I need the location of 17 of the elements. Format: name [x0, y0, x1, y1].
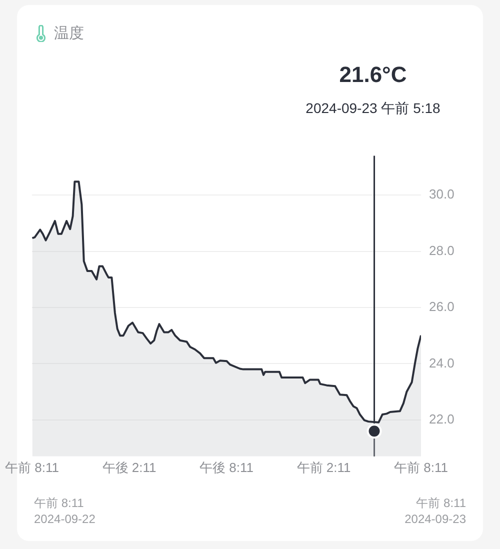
text: 午前 8:11 [415, 495, 466, 511]
text: 21.6°C [338, 62, 408, 88]
x-tick-label: 午前 8:11 [394, 460, 448, 475]
y-tick-label: 24.0 [429, 355, 454, 370]
y-tick-label: 22.0 [429, 411, 454, 426]
y-tick-label: 28.0 [429, 242, 454, 258]
chart-title: 温度 [54, 24, 84, 43]
text: 2024-09-23 午前 5:18 [304, 100, 442, 118]
x-tick-label: 午後 2:11 [102, 460, 156, 475]
text: 2024-09-22 [34, 511, 96, 527]
text: 午前 8:11 [34, 495, 85, 511]
text: 2024-09-23 [404, 511, 466, 527]
y-tick-label: 26.0 [429, 299, 454, 314]
x-tick-label: 午後 8:11 [200, 460, 254, 475]
y-tick-label: 30.0 [429, 186, 454, 202]
x-tick-label: 午前 8:11 [5, 460, 59, 475]
x-tick-label: 午前 2:11 [296, 460, 351, 475]
